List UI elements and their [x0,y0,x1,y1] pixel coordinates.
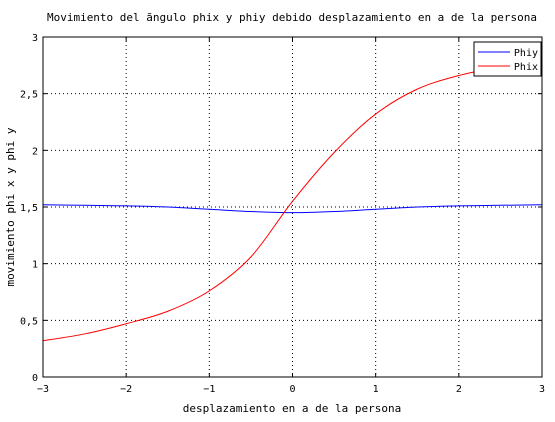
series-line-phiy [42,204,543,214]
x-tick-label: −1 [203,384,215,395]
x-tick-label: 2 [456,384,462,395]
y-tick-label: 2,5 [20,90,38,101]
y-tick-label: 0 [32,373,38,384]
y-axis-title: movimiento phi x y phi y [4,127,17,286]
series-layer [42,56,543,342]
ticks: −3 −2 −1 0 1 2 3 0 0,5 1 1,5 2 2,5 3 [20,33,545,395]
x-axis-title: desplazamiento en a de la persona [183,402,402,415]
y-tick-label: 2 [32,146,38,157]
legend-label: Phiy [514,48,538,59]
y-tick-label: 1 [32,260,38,271]
x-tick-label: −2 [120,384,132,395]
x-tick-label: −3 [37,384,49,395]
x-tick-label: 3 [539,384,545,395]
legend-box [473,41,542,77]
legend-label: Phix [514,62,538,73]
series-line-phix [42,56,543,342]
y-tick-label: 1,5 [20,203,38,214]
chart-title: Movimiento del ãngulo phix y phiy debido… [47,11,537,24]
x-tick-label: 0 [289,384,295,395]
grid [43,37,542,377]
x-tick-label: 1 [373,384,379,395]
y-tick-label: 3 [32,33,38,44]
legend: Phiy Phix [473,41,542,77]
y-tick-label: 0,5 [20,316,38,327]
